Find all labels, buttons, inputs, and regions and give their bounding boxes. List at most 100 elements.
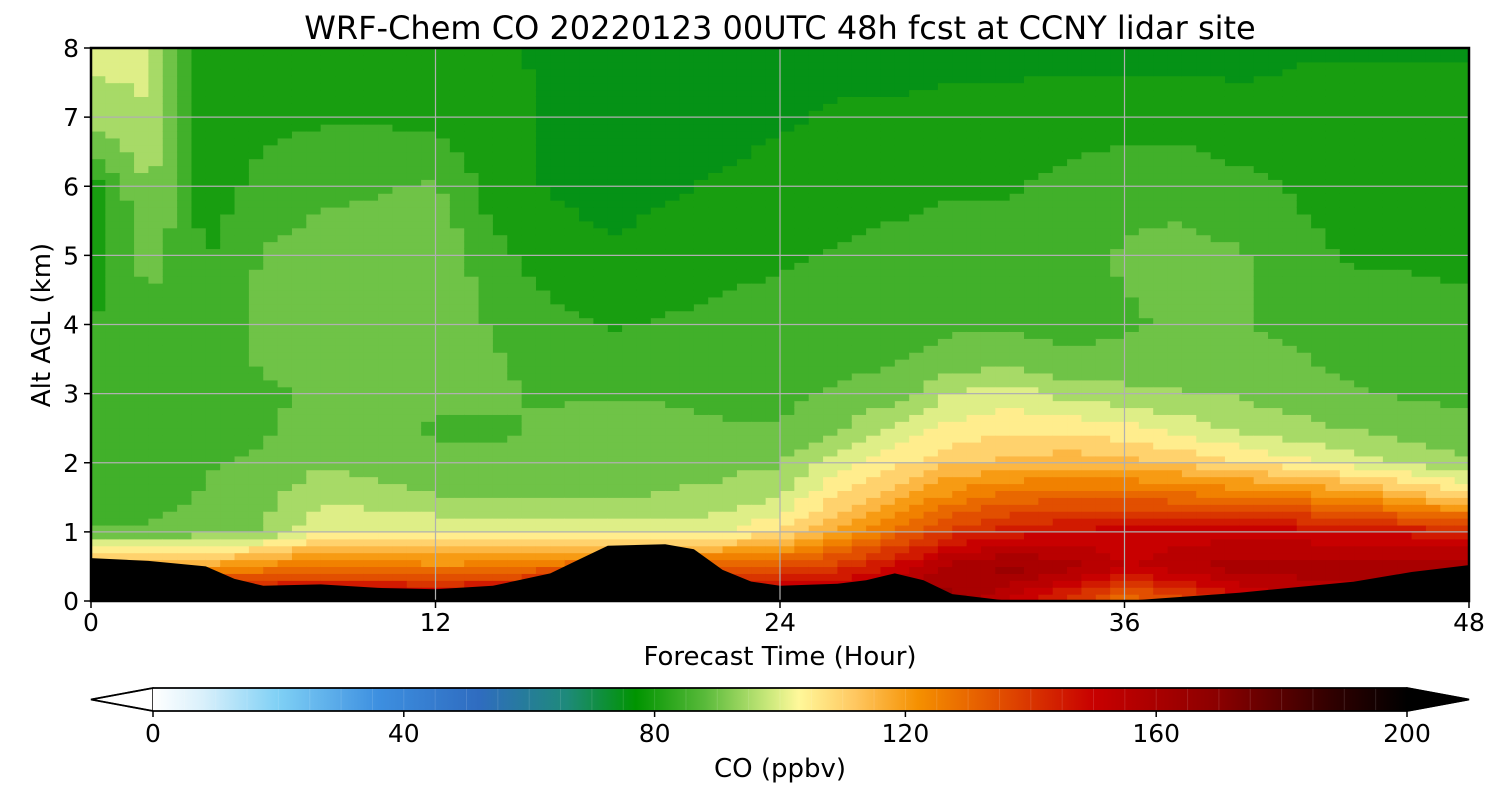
heatmap-cell bbox=[837, 310, 853, 319]
heatmap-cell bbox=[923, 186, 939, 194]
heatmap-cell bbox=[234, 504, 250, 512]
heatmap-cell bbox=[794, 531, 810, 540]
heatmap-cell bbox=[593, 393, 609, 402]
heatmap-cell bbox=[349, 269, 365, 277]
heatmap-cell bbox=[937, 428, 953, 436]
heatmap-cell bbox=[392, 345, 408, 353]
heatmap-cell bbox=[736, 96, 752, 104]
heatmap-cell bbox=[378, 580, 394, 588]
heatmap-cell bbox=[751, 379, 767, 388]
heatmap-cell bbox=[851, 82, 867, 91]
heatmap-cell bbox=[780, 352, 795, 360]
heatmap-cell bbox=[335, 151, 350, 160]
heatmap-cell bbox=[736, 262, 752, 270]
heatmap-cell bbox=[937, 68, 953, 77]
heatmap-cell bbox=[464, 172, 480, 180]
heatmap-cell bbox=[693, 518, 709, 526]
heatmap-cell bbox=[234, 262, 250, 270]
heatmap-cell bbox=[406, 407, 422, 415]
heatmap-cell bbox=[966, 255, 982, 263]
heatmap-cell bbox=[91, 428, 106, 436]
heatmap-cell bbox=[808, 110, 824, 118]
heatmap-cell bbox=[550, 82, 566, 91]
heatmap-cell bbox=[880, 227, 896, 236]
heatmap-cell bbox=[665, 151, 681, 160]
heatmap-cell bbox=[248, 310, 264, 319]
heatmap-cell bbox=[248, 317, 264, 326]
heatmap-cell bbox=[263, 103, 279, 111]
heatmap-cell bbox=[550, 386, 566, 395]
heatmap-cell bbox=[894, 283, 910, 291]
heatmap-cell bbox=[521, 483, 537, 491]
heatmap-cell bbox=[91, 435, 106, 443]
heatmap-cell bbox=[392, 317, 408, 326]
heatmap-cell bbox=[794, 442, 810, 450]
heatmap-cell bbox=[736, 324, 752, 333]
heatmap-cell bbox=[320, 172, 336, 180]
heatmap-cell bbox=[622, 110, 638, 118]
heatmap-cell bbox=[464, 241, 480, 250]
heatmap-cell bbox=[291, 310, 307, 319]
heatmap-cell bbox=[378, 338, 394, 346]
heatmap-cell bbox=[291, 469, 307, 478]
heatmap-cell bbox=[909, 414, 925, 422]
heatmap-cell bbox=[162, 435, 178, 443]
heatmap-cell bbox=[306, 580, 322, 588]
heatmap-cell bbox=[937, 248, 953, 256]
heatmap-cell bbox=[636, 220, 652, 229]
heatmap-cell bbox=[191, 124, 207, 132]
heatmap-cell bbox=[708, 96, 724, 104]
heatmap-cell bbox=[378, 103, 394, 111]
heatmap-cell bbox=[535, 435, 551, 443]
heatmap-cell bbox=[378, 61, 394, 70]
heatmap-cell bbox=[205, 144, 221, 153]
heatmap-cell bbox=[205, 193, 221, 201]
heatmap-cell bbox=[650, 442, 666, 450]
heatmap-cell bbox=[291, 234, 307, 243]
heatmap-cell bbox=[909, 310, 925, 319]
heatmap-cell bbox=[291, 206, 307, 215]
heatmap-cell bbox=[736, 518, 752, 526]
heatmap-cell bbox=[492, 504, 508, 512]
heatmap-cell bbox=[320, 234, 336, 243]
heatmap-cell bbox=[464, 400, 480, 409]
heatmap-cell bbox=[535, 345, 551, 353]
heatmap-cell bbox=[177, 241, 193, 250]
heatmap-cell bbox=[808, 428, 824, 436]
heatmap-cell bbox=[148, 345, 164, 353]
heatmap-cell bbox=[880, 165, 896, 174]
heatmap-cell bbox=[263, 476, 279, 485]
heatmap-cell bbox=[234, 220, 250, 229]
heatmap-cell bbox=[535, 96, 551, 104]
heatmap-cell bbox=[708, 103, 724, 111]
heatmap-cell bbox=[564, 200, 580, 208]
heatmap-cell bbox=[693, 303, 709, 312]
heatmap-cell bbox=[335, 490, 350, 498]
heatmap-cell bbox=[306, 158, 322, 167]
heatmap-cell bbox=[335, 82, 350, 91]
heatmap-cell bbox=[191, 359, 207, 367]
heatmap-cell bbox=[679, 372, 695, 381]
heatmap-cell bbox=[837, 442, 853, 450]
heatmap-cell bbox=[177, 400, 193, 409]
heatmap-cell bbox=[435, 96, 451, 104]
heatmap-cell bbox=[751, 165, 767, 174]
heatmap-cell bbox=[923, 352, 939, 360]
heatmap-cell bbox=[105, 186, 121, 194]
heatmap-cell bbox=[751, 407, 767, 415]
heatmap-cell bbox=[823, 296, 839, 305]
heatmap-cell bbox=[851, 393, 867, 402]
heatmap-cell bbox=[837, 227, 853, 236]
heatmap-cell bbox=[564, 531, 580, 540]
heatmap-cell bbox=[952, 296, 968, 305]
heatmap-cell bbox=[736, 552, 752, 561]
heatmap-cell bbox=[406, 573, 422, 581]
heatmap-cell bbox=[91, 269, 106, 277]
heatmap-cell bbox=[464, 262, 480, 270]
heatmap-cell bbox=[751, 400, 767, 409]
heatmap-cell bbox=[392, 338, 408, 346]
heatmap-cell bbox=[636, 504, 652, 512]
heatmap-cell bbox=[248, 241, 264, 250]
heatmap-cell bbox=[91, 524, 106, 533]
heatmap-cell bbox=[880, 372, 896, 381]
